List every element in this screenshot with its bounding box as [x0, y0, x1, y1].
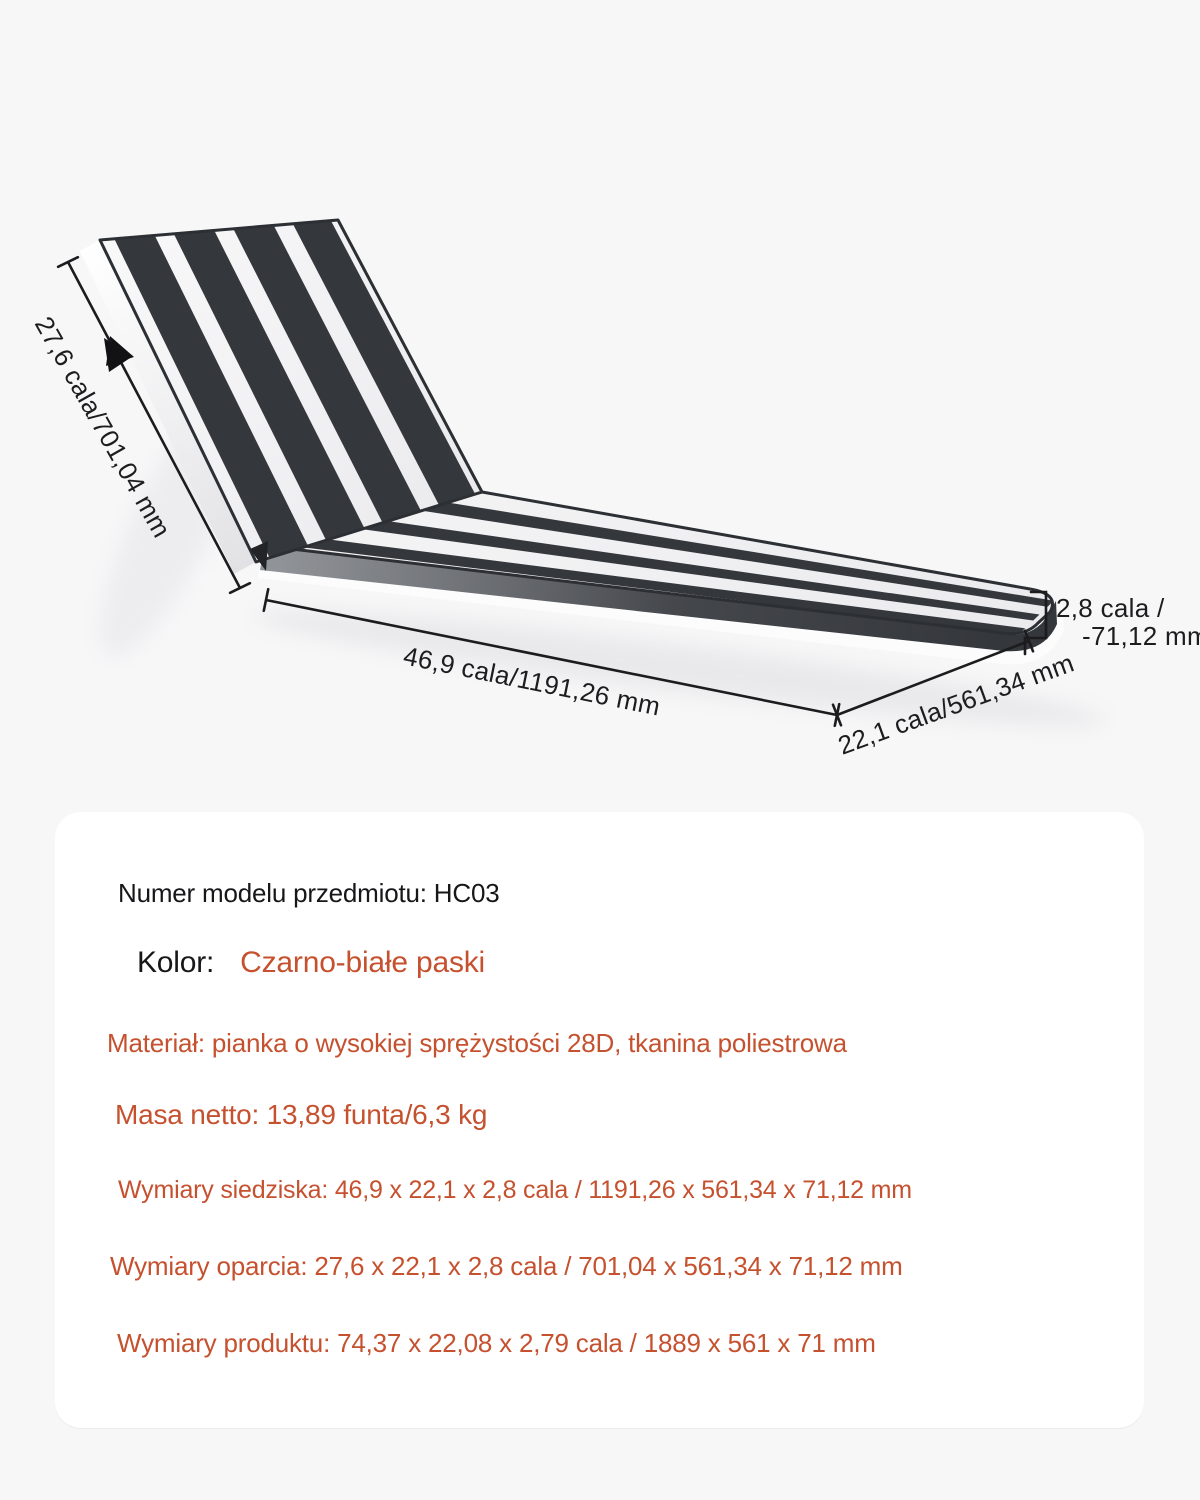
thickness-label-line2: -71,12 mm	[1082, 621, 1200, 651]
spec-back-dimensions: Wymiary oparcia: 27,6 x 22,1 x 2,8 cala …	[110, 1251, 903, 1281]
lounge-cushion-diagram: 27,6 cala/701,04 mm 46,9 cala/1191,26 mm…	[29, 218, 1200, 761]
spec-color-value: Czarno-białe paski	[240, 946, 486, 979]
spec-product-dimensions: Wymiary produktu: 74,37 x 22,08 x 2,79 c…	[117, 1328, 876, 1358]
spec-material: Materiał: pianka o wysokiej sprężystości…	[107, 1028, 847, 1058]
spec-color-label: Kolor:	[137, 946, 215, 979]
backrest-length-line	[56, 255, 252, 595]
fold-wedge	[250, 541, 268, 571]
dimension-lines	[56, 255, 1048, 728]
thickness-bracket	[1023, 590, 1048, 656]
cushion-backrest	[80, 218, 484, 574]
spec-model: Numer modelu przedmiotu: HC03	[118, 878, 500, 908]
seat-width-line	[831, 629, 1035, 727]
product-illustration: 27,6 cala/701,04 mm 46,9 cala/1191,26 mm…	[29, 218, 1200, 761]
thickness-label-line1: 2,8 cala /	[1056, 593, 1165, 623]
spec-weight: Masa netto: 13,89 funta/6,3 kg	[115, 1099, 488, 1130]
seat-stripes	[273, 501, 1053, 634]
backrest-length-arrow	[104, 338, 133, 372]
cushion-seat	[258, 490, 1064, 665]
spec-seat-dimensions: Wymiary siedziska: 46,9 x 22,1 x 2,8 cal…	[118, 1176, 912, 1204]
spec-panel: Numer modelu przedmiotu: HC03 Kolor: Czar…	[55, 812, 1144, 1428]
backrest-stripes	[114, 220, 476, 558]
spec-color: Kolor: Czarno-białe paski	[137, 946, 485, 980]
